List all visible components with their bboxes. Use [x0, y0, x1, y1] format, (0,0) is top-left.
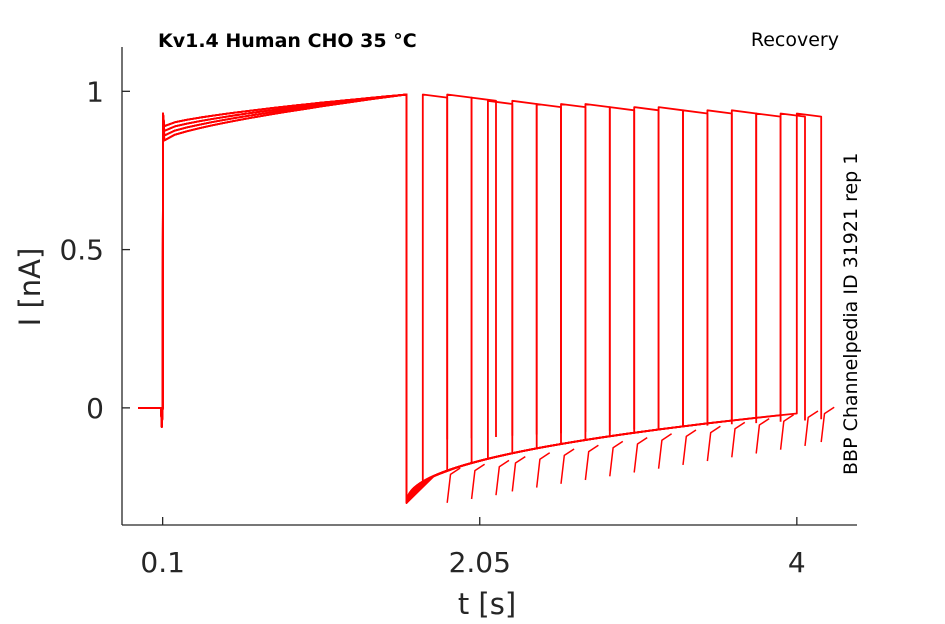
- current-trace: [138, 93, 684, 504]
- x-axis-label: t [s]: [458, 587, 516, 621]
- y-ticks: 00.51: [59, 75, 130, 425]
- tail-transient: [609, 440, 624, 477]
- protocol-label: Recovery: [751, 29, 839, 51]
- y-tick-label: 0.5: [59, 234, 104, 267]
- tail-transient: [633, 436, 648, 473]
- source-label: BBP Channelpedia ID 31921 rep 1: [840, 153, 862, 475]
- y-tick-label: 1: [86, 75, 104, 108]
- chart-title: Kv1.4 Human CHO 35 °C: [158, 30, 417, 52]
- tail-transient: [804, 410, 819, 446]
- current-trace: [138, 93, 473, 504]
- x-tick-label: 0.1: [140, 546, 185, 579]
- tail-transient: [495, 459, 510, 496]
- tail-transient: [755, 417, 770, 454]
- current-trace: [138, 93, 823, 504]
- current-trace: [138, 93, 733, 504]
- tail-transient: [731, 421, 746, 458]
- tail-transient: [511, 455, 526, 492]
- tail-transient: [535, 452, 551, 488]
- current-trace: [138, 93, 587, 504]
- y-axis-label: I [nA]: [13, 248, 47, 327]
- x-tick-label: 4: [788, 546, 806, 579]
- current-traces: [138, 93, 835, 504]
- current-trace: [138, 93, 782, 504]
- current-trace: [138, 93, 611, 504]
- y-tick-label: 0: [86, 392, 104, 425]
- tail-transient: [470, 463, 486, 500]
- tail-transient: [560, 448, 575, 484]
- x-tick-label: 2.05: [449, 546, 511, 579]
- current-trace: [138, 93, 636, 504]
- current-trace: [138, 93, 514, 504]
- tail-transient: [584, 444, 599, 481]
- tail-transient: [779, 414, 795, 450]
- tail-transient: [446, 467, 461, 503]
- tail-transient: [682, 429, 697, 465]
- current-trace: [138, 93, 449, 504]
- current-trace: [138, 93, 538, 504]
- current-trace: [138, 93, 562, 504]
- current-trace: [138, 93, 497, 504]
- tail-transient: [657, 433, 673, 469]
- x-ticks: 0.1 2.05 4: [140, 517, 806, 579]
- tail-transient: [820, 406, 835, 443]
- tail-transient: [706, 425, 721, 462]
